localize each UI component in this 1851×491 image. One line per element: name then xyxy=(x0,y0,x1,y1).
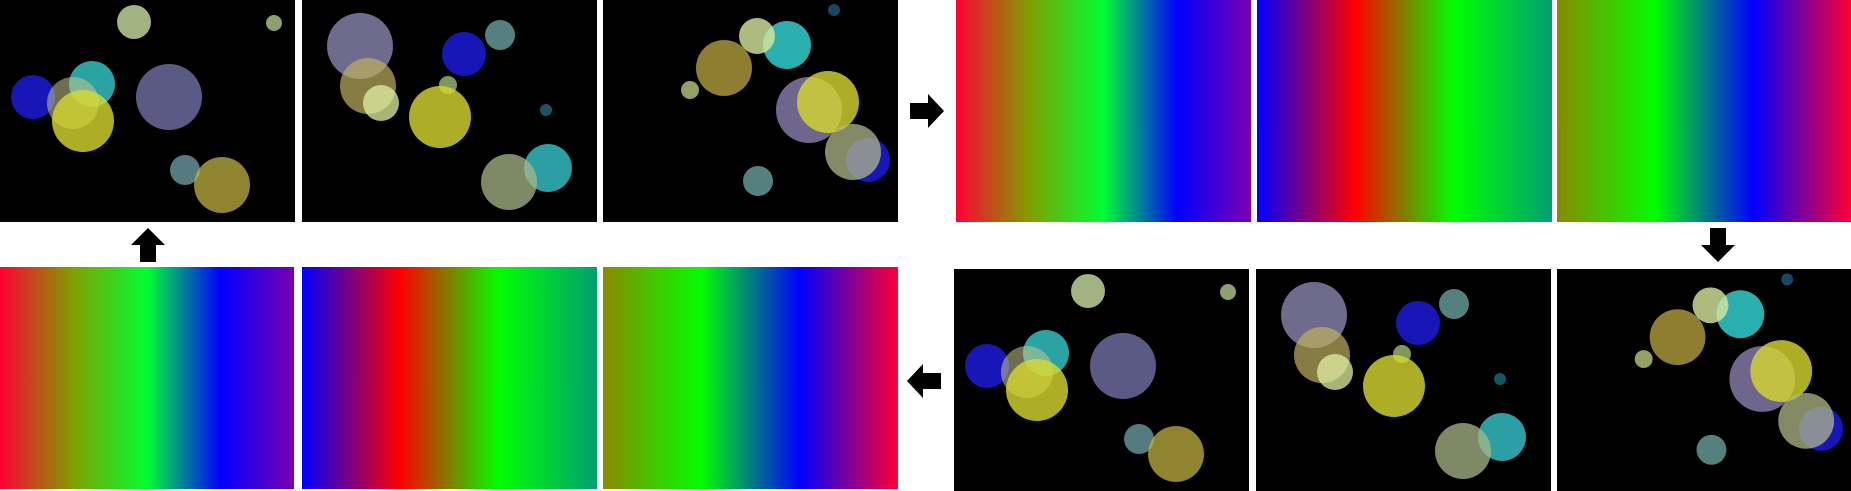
bubble xyxy=(1649,309,1706,366)
bubble xyxy=(363,85,399,121)
arrow-up-icon xyxy=(129,226,167,264)
bubble xyxy=(1778,392,1835,449)
bubble xyxy=(1494,373,1506,385)
bubble xyxy=(170,155,200,185)
gradient-panel-5 xyxy=(302,267,597,489)
bubble xyxy=(1396,301,1440,345)
bubble xyxy=(1439,289,1469,319)
bubble-panel-1 xyxy=(0,0,295,222)
bubble xyxy=(485,20,515,50)
arrow-right-icon xyxy=(908,92,946,130)
bubble xyxy=(965,344,1009,388)
bubble xyxy=(797,71,859,133)
arrow-left-icon xyxy=(905,362,943,400)
bubble-panel-6 xyxy=(1557,269,1851,491)
bubble xyxy=(194,157,250,213)
gradient-panel-1 xyxy=(956,0,1251,222)
bubble-scene-b xyxy=(327,13,572,210)
bubble xyxy=(11,75,55,119)
bubble xyxy=(117,5,151,39)
bubble-panel-3 xyxy=(603,0,898,222)
bubble xyxy=(743,166,773,196)
bubble-scene-a xyxy=(11,5,282,213)
bubble xyxy=(1634,350,1653,369)
bubble xyxy=(1363,355,1425,417)
bubble-panel-4 xyxy=(954,269,1249,491)
bubble-panel-2 xyxy=(302,0,597,222)
gradient-panel-3 xyxy=(1557,0,1851,222)
bubble xyxy=(1090,333,1156,399)
bubble xyxy=(52,90,114,152)
bubble xyxy=(1071,274,1105,308)
bubble xyxy=(481,154,537,210)
gradient-panel-4 xyxy=(0,267,294,489)
bubble xyxy=(1750,340,1813,402)
bubble xyxy=(739,18,775,54)
bubble-scene-b xyxy=(1281,282,1526,479)
arrow-down-icon xyxy=(1699,226,1737,264)
bubble xyxy=(266,15,282,31)
bubble xyxy=(825,124,881,180)
bubble xyxy=(681,81,699,99)
bubble xyxy=(442,32,486,76)
bubble xyxy=(540,104,552,116)
bubble-scene-a xyxy=(965,274,1236,482)
bubble xyxy=(1692,287,1729,324)
bubble xyxy=(1435,423,1491,479)
bubble xyxy=(1124,424,1154,454)
bubble xyxy=(763,21,811,69)
bubble xyxy=(1716,290,1765,339)
bubble xyxy=(1696,434,1727,465)
bubble xyxy=(409,86,471,148)
bubble xyxy=(1148,426,1204,482)
bubble-scene-c xyxy=(1634,273,1844,465)
bubble xyxy=(696,40,752,96)
bubble xyxy=(136,64,202,130)
bubble xyxy=(828,4,840,16)
bubble xyxy=(1006,359,1068,421)
bubble xyxy=(1220,284,1236,300)
gradient-panel-6 xyxy=(603,267,898,489)
bubble xyxy=(1317,354,1353,390)
bubble-panel-5 xyxy=(1256,269,1551,491)
bubble xyxy=(1781,273,1794,286)
bubble-scene-c xyxy=(681,4,890,196)
gradient-panel-2 xyxy=(1257,0,1552,222)
